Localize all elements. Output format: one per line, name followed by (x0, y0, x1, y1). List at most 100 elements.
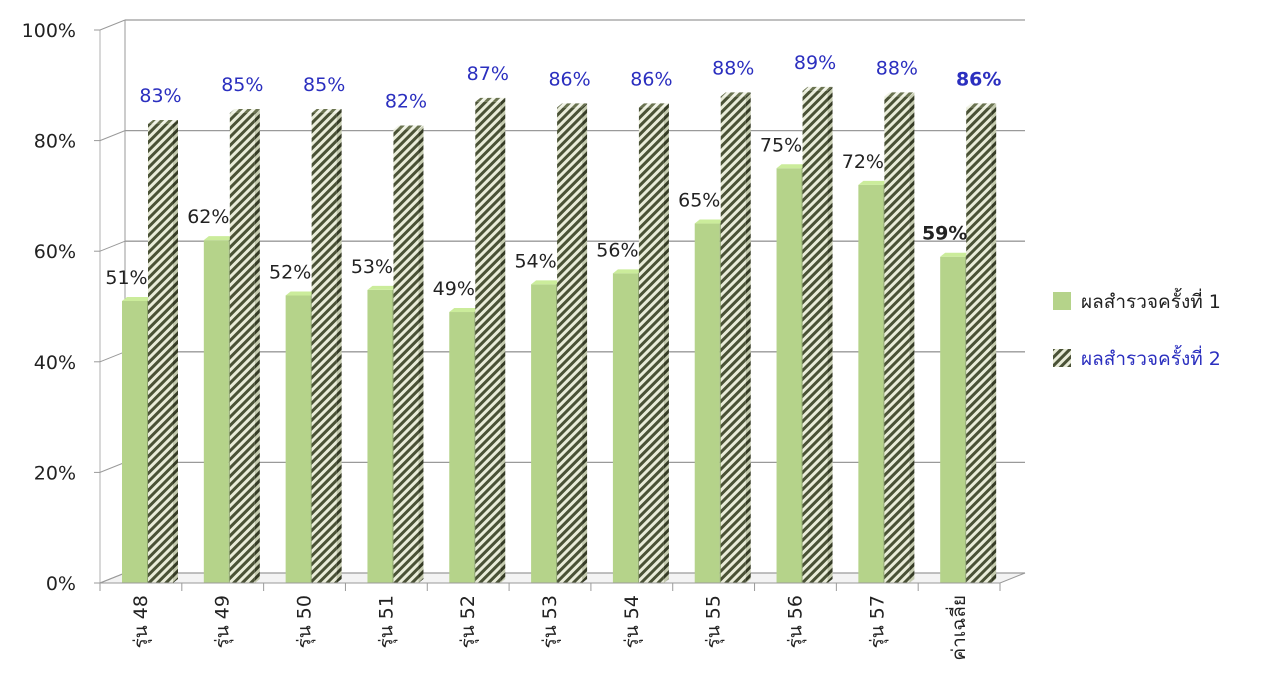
legend-swatch (1053, 292, 1071, 310)
bars (122, 86, 997, 584)
x-tick-label: รุ่น 54 (621, 595, 644, 648)
bar-front (122, 300, 147, 583)
bar-top (802, 86, 833, 91)
bar-series-1 (694, 219, 725, 584)
data-label-series-2: 86% (630, 68, 672, 90)
bar-side (254, 108, 260, 583)
data-label-series-1: 51% (105, 267, 147, 289)
bar-side (827, 86, 833, 583)
bar-front (285, 295, 311, 583)
bar-series-2 (884, 92, 915, 584)
y-tick-label: 0% (46, 573, 76, 595)
legend-label: ผลสำรวจครั้งที่ 1 (1081, 288, 1221, 313)
bar-top (367, 285, 398, 290)
y-axis: 0% 20% 40% 60% 80% 100% (22, 20, 100, 595)
bar-front (638, 107, 664, 584)
bar-series-2 (638, 103, 669, 584)
bar-front (449, 312, 475, 583)
bar-front (884, 96, 910, 584)
data-label-series-2: 85% (221, 74, 263, 96)
bar-series-2 (557, 103, 588, 584)
bar-front (203, 240, 229, 583)
bar-top (557, 103, 588, 108)
x-tick-label: รุ่น 49 (212, 595, 235, 648)
bar-series-2 (475, 97, 506, 583)
bar-front (720, 96, 746, 584)
bar-series-1 (612, 269, 643, 583)
gridline-side (99, 130, 126, 142)
bar-front (148, 124, 173, 583)
bar-side (991, 103, 997, 584)
bar-front (612, 273, 638, 583)
bar-side (582, 103, 588, 584)
bar-top (884, 92, 915, 97)
bar-side (336, 108, 342, 583)
data-label-series-2: 89% (794, 52, 836, 74)
data-label-series-2: 88% (712, 57, 754, 79)
data-label-series-1: 56% (596, 239, 638, 261)
data-label-series-2: 88% (876, 57, 918, 79)
bar-front (940, 256, 966, 583)
data-label-series-2: 83% (139, 85, 181, 107)
bar-top (148, 120, 178, 125)
bar-series-1 (776, 164, 807, 583)
bar-front (311, 112, 337, 583)
bar-front (858, 184, 884, 583)
bar-series-1 (367, 285, 398, 583)
bar-side (418, 125, 424, 583)
y-tick-label: 40% (34, 352, 76, 374)
bar-top (531, 280, 562, 285)
bar-series-1 (858, 180, 889, 583)
data-labels: 51% 83% 62% 85% 52% 85% 53% 82% 49% 87% 54% 86% 56% 8… (105, 52, 1001, 300)
bar-series-2 (802, 86, 833, 583)
legend-item: ผลสำรวจครั้งที่ 2 (1053, 345, 1221, 370)
bar-top (393, 125, 424, 130)
y-tick-label: 100% (22, 20, 76, 42)
bar-front (966, 107, 992, 584)
legend-swatch (1053, 349, 1071, 367)
bar-top (229, 108, 260, 113)
data-label-series-1: 62% (187, 206, 229, 228)
x-tick-label: รุ่น 51 (375, 595, 398, 648)
bar-side (663, 103, 669, 584)
bar-series-1 (449, 308, 480, 583)
y-tick-label: 60% (34, 241, 76, 263)
bar-series-2 (966, 103, 997, 584)
bar-top (720, 92, 751, 97)
bar-front (802, 90, 828, 583)
data-label-series-2: 82% (385, 91, 427, 113)
data-label-series-1: 52% (269, 261, 311, 283)
x-tick-label: รุ่น 53 (539, 595, 562, 648)
legend: ผลสำรวจครั้งที่ 1 ผลสำรวจครั้งที่ 2 (1053, 288, 1221, 370)
bar-series-1 (940, 252, 971, 584)
x-tick-label: รุ่น 57 (866, 595, 889, 648)
bar-series-2 (720, 92, 751, 584)
gridline-side (99, 351, 126, 363)
bar-series-1 (203, 236, 234, 583)
bar-top (449, 308, 480, 313)
bar-side (500, 97, 506, 583)
x-tick-label: รุ่น 55 (703, 595, 726, 648)
bar-series-1 (285, 291, 316, 583)
bar-front (776, 168, 802, 583)
data-label-series-1: 75% (760, 134, 802, 156)
bar-side (173, 120, 178, 583)
bar-side (909, 92, 915, 584)
x-tick-label: รุ่น 52 (457, 595, 480, 648)
legend-label: ผลสำรวจครั้งที่ 2 (1081, 345, 1221, 370)
bar-series-2 (311, 108, 342, 583)
bar-series-1 (122, 296, 152, 583)
gridline-side (99, 461, 126, 473)
bar-top (858, 180, 889, 185)
bar-front (531, 284, 557, 583)
data-label-series-1: 72% (842, 151, 884, 173)
bar-front (475, 101, 501, 583)
bar-top (776, 164, 807, 169)
bar-top (612, 269, 643, 274)
gridline-side (99, 240, 126, 252)
x-tick-label: รุ่น 56 (784, 595, 807, 648)
x-tick-label: รุ่น 48 (130, 595, 153, 648)
data-label-series-1: 65% (678, 190, 720, 212)
bar-top (638, 103, 669, 108)
